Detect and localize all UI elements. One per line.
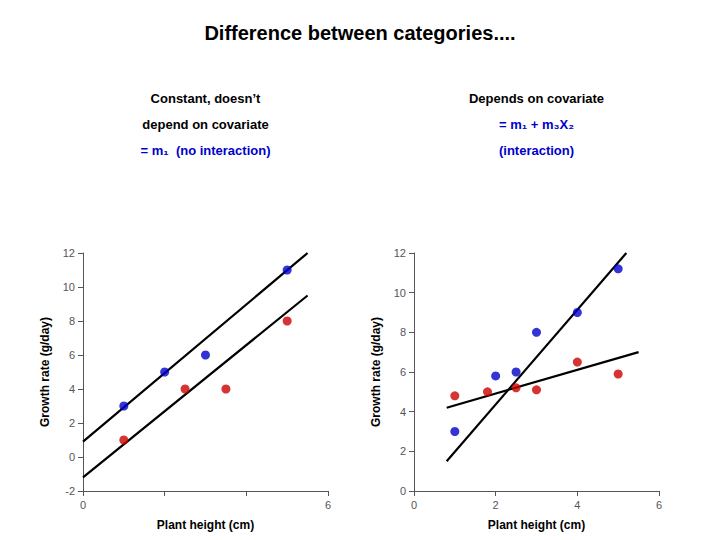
svg-text:8: 8: [400, 326, 406, 338]
svg-text:4: 4: [400, 406, 406, 418]
svg-text:2: 2: [493, 499, 499, 511]
svg-text:0: 0: [80, 499, 86, 511]
svg-text:depend on covariate: depend on covariate: [142, 117, 268, 132]
svg-text:= m₁ + m₃X₂: = m₁ + m₃X₂: [499, 117, 574, 132]
svg-text:Plant height (cm): Plant height (cm): [157, 518, 254, 532]
svg-text:12: 12: [394, 247, 406, 259]
svg-text:Growth rate (g/day): Growth rate (g/day): [38, 317, 52, 427]
svg-text:10: 10: [63, 281, 75, 293]
svg-text:Growth rate (g/day): Growth rate (g/day): [369, 317, 383, 427]
svg-text:6: 6: [400, 366, 406, 378]
svg-text:4: 4: [69, 383, 75, 395]
svg-text:0: 0: [69, 451, 75, 463]
svg-text:2: 2: [400, 445, 406, 457]
svg-text:-2: -2: [65, 485, 75, 497]
svg-text:6: 6: [69, 349, 75, 361]
svg-text:Depends on covariate: Depends on covariate: [469, 91, 604, 106]
svg-text:0: 0: [411, 499, 417, 511]
svg-text:6: 6: [325, 499, 331, 511]
svg-text:= m₁ (no interaction): = m₁ (no interaction): [141, 143, 271, 158]
svg-text:Difference between categories.: Difference between categories....: [204, 22, 515, 44]
svg-text:6: 6: [656, 499, 662, 511]
svg-text:Constant, doesn’t: Constant, doesn’t: [151, 91, 261, 106]
svg-text:4: 4: [574, 499, 580, 511]
svg-text:10: 10: [394, 287, 406, 299]
svg-text:0: 0: [400, 485, 406, 497]
svg-text:Plant height (cm): Plant height (cm): [488, 518, 585, 532]
svg-text:2: 2: [69, 417, 75, 429]
svg-text:(interaction): (interaction): [499, 143, 574, 158]
svg-text:12: 12: [63, 247, 75, 259]
svg-text:8: 8: [69, 315, 75, 327]
